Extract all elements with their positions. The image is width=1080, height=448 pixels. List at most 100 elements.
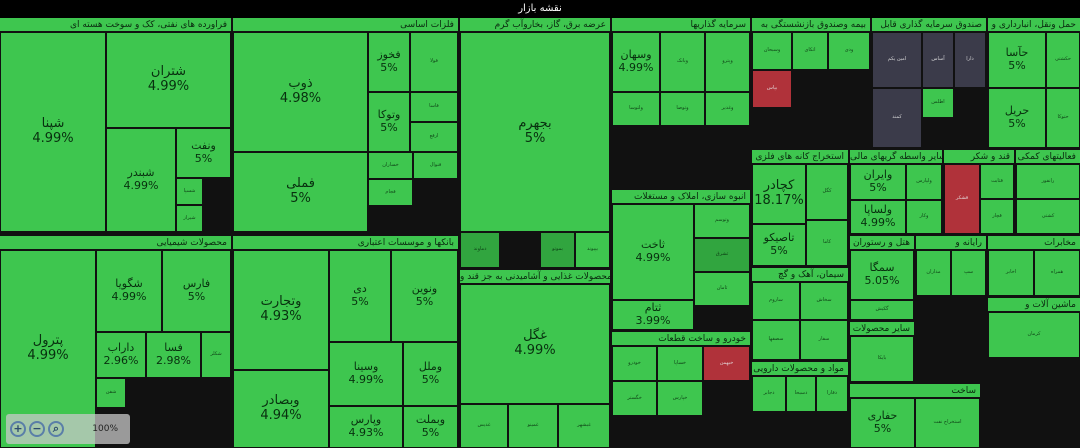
sector-title[interactable]: محصولات غذایی و آشامیدنی به جز قند و [460,270,610,284]
sector-title[interactable]: قند و شکر [944,150,1014,164]
stock-tile[interactable]: خبهمن [703,346,750,381]
sector-title[interactable]: هتل و رستوران [850,236,914,250]
sector-power[interactable]: عرضه برق، گاز، بخاروآب گرم بجهرم 5% دماوند ب… [460,18,610,268]
sector-title[interactable]: بانکها و موسسات اعتباری [233,236,458,250]
sector-title[interactable]: محصولات شیمیایی [0,236,231,250]
stock-tile[interactable]: وپارس 4.93% [329,406,403,448]
stock-tile[interactable]: آساس [922,32,954,88]
sector-title[interactable]: سرمایه گذاریها [612,18,750,32]
stock-tile[interactable]: همراه [1034,250,1080,296]
stock-tile[interactable]: ساروم [752,282,800,320]
stock-tile[interactable]: فنوال [413,152,458,179]
stock-tile[interactable]: دفارا [816,376,848,412]
stock-tile[interactable]: ونوین 5% [391,250,458,342]
stock-tile[interactable]: وبملت 5% [403,406,458,448]
stock-tile[interactable]: غبشهر [558,404,610,448]
sector-auto[interactable]: خودرو و ساخت قطعات خودرو خساپا خگستر خپارس خب… [612,332,750,448]
sector-title[interactable]: صندوق سرمایه گذاری قابل [872,18,986,32]
sector-title[interactable]: استخراج کانه های فلزی [752,150,848,164]
stock-tile[interactable]: ولتوسا [612,92,660,126]
stock-tile[interactable]: گکیش [850,300,914,320]
sector-sugar[interactable]: قند و شکر قشکر قثابت قچار [944,150,1014,234]
stock-tile[interactable]: شسپا [176,178,203,205]
stock-tile[interactable]: غدیس [460,404,508,448]
stock-tile[interactable]: دارا [954,32,986,88]
stock-tile[interactable]: فاسا [410,92,458,122]
sector-title[interactable]: فعالیتهای کمکی [1016,150,1080,164]
stock-tile[interactable]: فارس 5% [162,250,231,332]
stock-tile[interactable]: ارفع [410,122,458,152]
stock-tile[interactable]: دی 5% [329,250,391,342]
stock-tile[interactable]: وسبحان [752,32,792,70]
stock-tile[interactable]: شتران 4.99% [106,32,231,128]
stock-tile[interactable]: سفار [800,320,848,360]
sector-mining[interactable]: استخراج کانه های فلزی کچادر 18.17% تاصیکو 5%… [752,150,848,266]
sector-title[interactable]: سیمان، آهک و گچ [752,268,848,282]
sector-build[interactable]: ساخت حفاری 5% استخراج نفت [850,384,980,448]
stock-tile[interactable]: خپارس [657,381,703,416]
sector-hotel[interactable]: هتل و رستوران سمگا 5.05% گکیش [850,236,914,320]
stock-tile[interactable]: فجام [368,179,413,206]
stock-tile[interactable]: بجهرم 5% [460,32,610,232]
stock-tile[interactable]: وسهان 4.99% [612,32,660,92]
sector-pharma[interactable]: مواد و محصولات دارویی دجابر دسبحا دفارا [752,362,848,448]
stock-tile[interactable]: حتوکا [1046,88,1080,148]
stock-tile[interactable]: وسینا 4.99% [329,342,403,406]
sector-banks[interactable]: بانکها و موسسات اعتباری وتجارت 4.93% دی 5% ون… [233,236,458,448]
sector-title[interactable]: خودرو و ساخت قطعات [612,332,750,346]
sector-petro[interactable]: فراورده های نفتی، کک و سوخت هسته ای شپنا 4… [0,18,231,234]
stock-tile[interactable]: کگل [806,164,848,220]
stock-tile[interactable]: اطلس [922,88,954,118]
stock-tile[interactable]: شگویا 4.99% [96,250,162,332]
stock-tile[interactable]: وبانک [660,32,705,92]
sector-title[interactable]: فراورده های نفتی، کک و سوخت هسته ای [0,18,231,32]
stock-tile[interactable]: ثتام 3.99% [612,300,694,330]
stock-tile[interactable]: دسبحا [786,376,816,412]
stock-tile[interactable]: امین یکم [872,32,922,88]
stock-tile[interactable]: وایران 5% [850,164,906,200]
stock-tile[interactable]: وکار [906,200,942,234]
sector-food[interactable]: محصولات غذایی و آشامیدنی به جز قند و غگل 4… [460,270,610,448]
sector-metals[interactable]: فلزات اساسی ذوب 4.98% فخوز 5% فولا وتوکا 5% فملی… [233,18,458,234]
stock-tile[interactable]: قچار [980,199,1014,234]
stock-tile[interactable]: بموتو [540,232,575,268]
stock-tile[interactable]: اتکای [792,32,828,70]
stock-tile[interactable]: وتوسم [694,204,750,238]
stock-tile[interactable]: خودرو [612,346,657,381]
sector-invest[interactable]: سرمایه گذاریها وسهان 4.99% وبانک وپترو ولتوسا… [612,18,750,164]
stock-tile[interactable]: وملل 5% [403,342,458,406]
stock-tile[interactable]: تاصیکو 5% [752,224,806,266]
stock-tile[interactable]: ولساپا 4.99% [850,200,906,234]
stock-tile[interactable]: ولپارس [906,164,942,200]
sector-chem[interactable]: محصولات شیمیایی پترول 4.99% شگویا 4.99% فارس 5… [0,236,231,448]
zoom-out-icon[interactable]: − [29,421,45,437]
sector-insurance[interactable]: بیمه وصندوق بازنشستگی به وسبحان اتکای ودی بپ… [752,18,870,148]
stock-tile[interactable]: حفاری 5% [850,398,915,448]
sector-title[interactable]: انبوه سازی، املاک و مستغلات [612,190,750,204]
sector-title[interactable]: ساخت [850,384,980,398]
stock-tile[interactable]: اخابر [988,250,1034,296]
stock-tile[interactable]: فسا 2.98% [146,332,201,378]
stock-tile[interactable]: حریل 5% [988,88,1046,148]
stock-tile[interactable]: سصفها [752,320,800,360]
zoom-reset-icon[interactable]: ⌕ [48,421,64,437]
stock-tile[interactable]: فولا [410,32,458,92]
stock-tile[interactable]: ثامان [694,272,750,306]
sector-services[interactable]: فعالیتهای کمکی رانفور کشتی [1016,150,1080,234]
stock-tile[interactable]: دجابر [752,376,786,412]
stock-tile[interactable]: شپنا 4.99% [0,32,106,232]
stock-tile[interactable]: خساپا [657,346,703,381]
sector-title[interactable]: سایر محصولات [850,322,914,336]
sector-title[interactable]: مواد و محصولات دارویی [752,362,848,376]
stock-tile[interactable]: حکشتی [1046,32,1080,88]
stock-tile[interactable]: مداران [916,250,951,296]
stock-tile[interactable]: شکلر [201,332,231,378]
stock-tile[interactable]: کاما [806,220,848,266]
sector-fund[interactable]: صندوق سرمایه گذاری قابل امین یکم آساس کمند ا… [872,18,986,148]
stock-tile[interactable]: فخوز 5% [368,32,410,92]
stock-tile[interactable]: فملی 5% [233,152,368,232]
stock-tile[interactable]: ثشرق [694,238,750,272]
stock-tile[interactable]: سخاش [800,282,848,320]
stock-tile[interactable]: سمگا 5.05% [850,250,914,300]
stock-tile[interactable]: وتجارت 4.93% [233,250,329,370]
